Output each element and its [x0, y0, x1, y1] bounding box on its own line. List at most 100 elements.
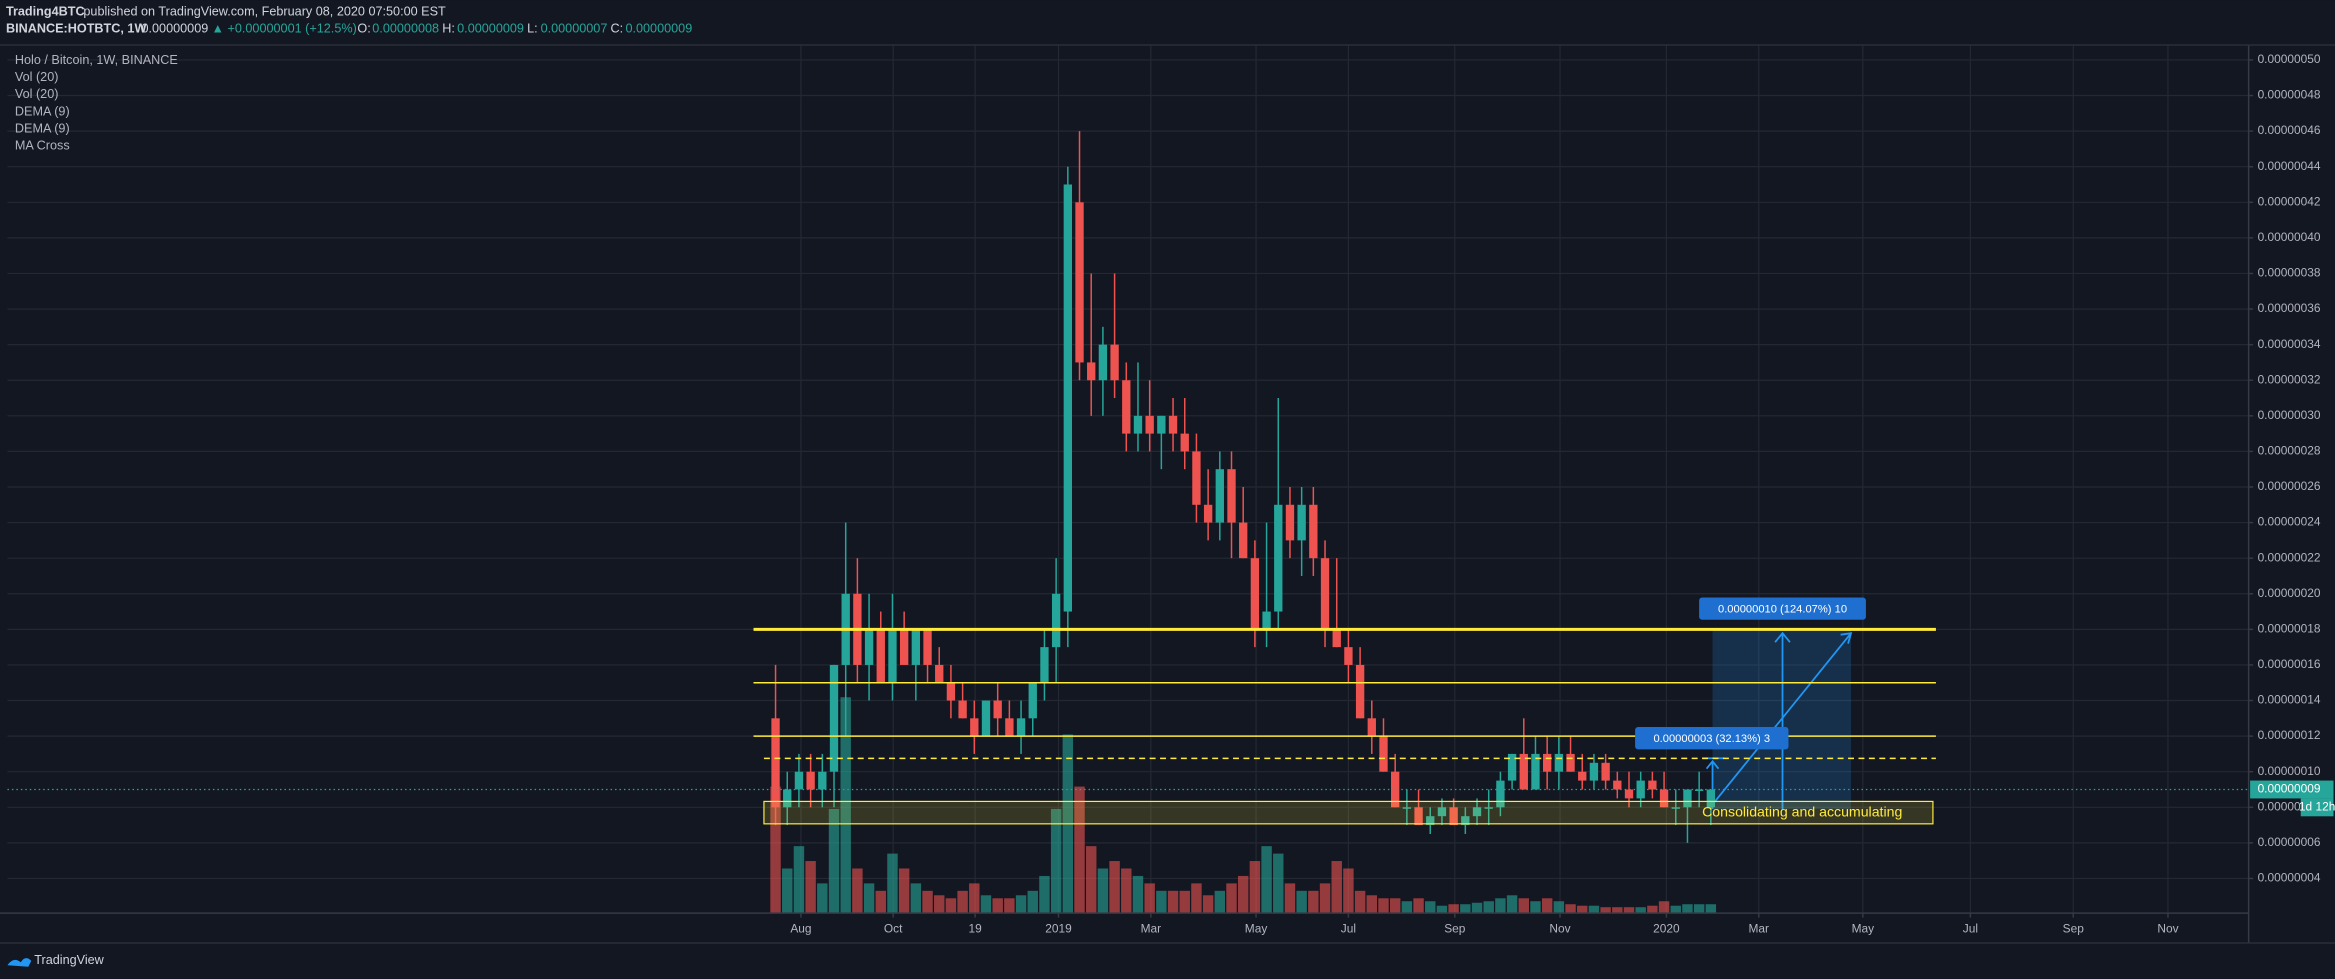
volume-bar — [1670, 905, 1681, 914]
volume-bar — [1518, 898, 1529, 914]
volume-bar — [1261, 846, 1272, 914]
candle-body — [1157, 415, 1166, 434]
candle-body — [1285, 504, 1295, 541]
candle-body — [1379, 736, 1388, 772]
volume-bar — [793, 846, 805, 914]
candle-body — [1203, 504, 1213, 523]
candle-body — [1075, 202, 1084, 363]
candle-body — [1005, 718, 1014, 737]
volume-bar — [969, 883, 980, 914]
close-value: 0.00000009 — [625, 22, 692, 36]
volume-bar — [1460, 904, 1471, 914]
open-label: O: — [357, 22, 370, 36]
volume-bar — [1483, 901, 1494, 914]
candle-body — [1215, 469, 1224, 523]
candle-body — [1227, 469, 1236, 523]
candle-body — [1040, 647, 1049, 683]
last-price-tag — [2250, 780, 2334, 799]
low-label: L: — [527, 22, 538, 36]
legend-item: DEMA (9) — [15, 121, 70, 135]
volume-bar — [1354, 890, 1366, 914]
volume-bar — [1530, 901, 1541, 914]
volume-bar — [782, 868, 793, 914]
candle-body — [806, 771, 815, 790]
candle-body — [1110, 344, 1119, 381]
candle-body — [1648, 780, 1657, 790]
last-price-label: 0.00000009 — [2258, 782, 2321, 796]
x-tick-label: Sep — [2063, 922, 2085, 936]
candle-body — [1706, 789, 1716, 808]
price: 0.00000009 — [141, 22, 208, 36]
volume-bar — [1121, 868, 1132, 914]
volume-bar — [945, 898, 957, 914]
volume-bar — [1249, 861, 1261, 914]
volume-bar — [1004, 898, 1015, 914]
volume-bar — [1167, 890, 1179, 914]
volume-bar — [1612, 907, 1623, 914]
candle-body — [1472, 807, 1482, 817]
y-tick-label: 0.00000006 — [2258, 835, 2321, 849]
author: Trading4BTC — [6, 5, 85, 19]
candle-body — [899, 629, 909, 665]
candle-body — [1414, 807, 1423, 826]
axes: 0.000000040.000000060.000000080.00000010… — [790, 52, 2335, 936]
candle-body — [783, 789, 792, 808]
y-tick-label: 0.00000042 — [2258, 194, 2321, 208]
candle-body — [1063, 184, 1072, 612]
volume-bar — [1682, 904, 1693, 914]
candle-body — [1180, 433, 1189, 452]
measure-label: 0.00000003 (32.13%) 3 — [1653, 733, 1770, 745]
y-tick-label: 0.00000018 — [2258, 621, 2321, 635]
candle-body — [1531, 753, 1540, 790]
candle-body — [911, 629, 921, 665]
x-tick-label: May — [1245, 922, 1268, 936]
x-tick-label: 19 — [968, 922, 982, 936]
volume-bar — [1378, 898, 1389, 914]
volume-bar — [1366, 895, 1378, 914]
candle-body — [1344, 647, 1353, 665]
footer-brand: TradingView — [34, 953, 104, 967]
candle-body — [864, 629, 874, 665]
volume-bar — [1506, 895, 1518, 914]
legend-item: DEMA (9) — [15, 104, 70, 118]
candle-body — [1694, 789, 1704, 791]
volume-bar — [1425, 901, 1436, 914]
candle-body — [1589, 762, 1599, 781]
y-tick-label: 0.00000024 — [2258, 515, 2321, 529]
candle-body — [1542, 753, 1552, 772]
logo[interactable]: TradingView — [7, 953, 105, 967]
volume-bar — [1284, 883, 1296, 914]
candle-body — [1122, 380, 1131, 434]
volume-bar — [1179, 890, 1190, 914]
measure-label: 0.00000010 (124.07%) 10 — [1718, 603, 1847, 615]
volume-bar — [1553, 901, 1565, 914]
volume-bar — [1401, 901, 1413, 914]
zone-label: Consolidating and accumulating — [1702, 803, 1902, 819]
legend-item: Holo / Bitcoin, 1W, BINANCE — [15, 53, 178, 67]
volume-bar — [805, 861, 816, 914]
symbol: BINANCE:HOTBTC, 1W — [6, 22, 147, 36]
candle-body — [1309, 504, 1318, 559]
candle-body — [1437, 807, 1447, 817]
volume-bar — [1144, 883, 1155, 914]
volume-bar — [863, 883, 875, 914]
volume-bar — [1600, 907, 1611, 914]
volume-bar — [1039, 875, 1050, 914]
y-tick-label: 0.00000036 — [2258, 301, 2321, 315]
x-tick-label: Mar — [1749, 922, 1770, 936]
candle-body — [935, 664, 944, 683]
candle-body — [1426, 816, 1435, 826]
y-tick-label: 0.00000028 — [2258, 444, 2321, 458]
volume-bar — [898, 868, 910, 914]
legend-item: MA Cross — [15, 139, 70, 153]
candle-body — [1391, 771, 1400, 808]
volume-bar — [1109, 861, 1120, 914]
volume-bar — [1132, 875, 1144, 914]
volume-bar — [1237, 875, 1249, 914]
logo-icon — [7, 958, 32, 967]
volume-bar — [1015, 895, 1027, 914]
published: published on TradingView.com, February 0… — [83, 5, 446, 19]
open-value: 0.00000008 — [372, 22, 439, 36]
measure-box — [1635, 727, 1789, 750]
